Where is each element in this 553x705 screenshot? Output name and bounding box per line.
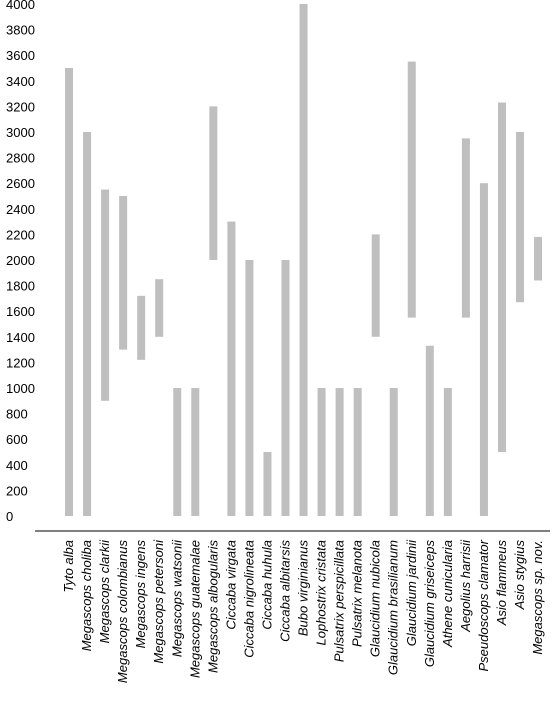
- x-tick-label: Megascops choliba: [79, 540, 94, 651]
- bar: [155, 279, 164, 337]
- y-tick-label: 1000: [6, 381, 35, 396]
- x-tick-label: Glaucidium nubicola: [368, 540, 383, 657]
- y-tick-label: 2200: [6, 227, 35, 242]
- x-tick-label: Pulsatrix melanota: [350, 540, 365, 647]
- bar: [497, 102, 506, 453]
- x-tick-label: Ciccaba nigrolineata: [241, 540, 256, 658]
- x-tick-label: Glaucidium brasilianum: [386, 540, 401, 675]
- y-tick-label: 3800: [6, 23, 35, 38]
- bar: [101, 189, 110, 401]
- bar: [137, 295, 146, 360]
- bar: [317, 388, 326, 517]
- bar: [191, 388, 200, 517]
- x-tick-label: Megascops guatemalae: [187, 540, 202, 678]
- bar: [209, 106, 218, 260]
- y-tick-label: 400: [6, 458, 28, 473]
- x-tick-label: Lophostrix cristata: [314, 540, 329, 646]
- y-tick-label: 4000: [6, 0, 35, 12]
- y-tick-label: 1200: [6, 355, 35, 370]
- bar: [534, 236, 543, 281]
- x-tick-label: Glaucidium jardinii: [404, 539, 419, 646]
- bar: [516, 131, 525, 303]
- bar: [371, 234, 380, 337]
- x-tick-label: Ciccaba huhula: [259, 540, 274, 630]
- y-tick-label: 200: [6, 483, 28, 498]
- x-tick-label: Pulsatrix perspicillata: [332, 540, 347, 662]
- y-tick-label: 1600: [6, 304, 35, 319]
- y-tick-label: 3000: [6, 125, 35, 140]
- y-tick-label: 1800: [6, 279, 35, 294]
- bar: [299, 3, 308, 517]
- bar: [443, 388, 452, 517]
- x-tick-label: Ciccaba virgata: [223, 540, 238, 630]
- bar: [479, 183, 488, 517]
- y-tick-label: 0: [6, 509, 13, 524]
- bar: [245, 259, 254, 517]
- x-tick-label: Megascops watsonii: [169, 539, 184, 657]
- x-tick-label: Megascops albogularis: [205, 540, 220, 673]
- y-tick-label: 2000: [6, 253, 35, 268]
- y-tick-label: 2600: [6, 176, 35, 191]
- bar: [263, 452, 272, 517]
- x-tick-label: Athene cunicularia: [440, 540, 455, 648]
- bar: [173, 388, 182, 517]
- bar: [353, 388, 362, 517]
- y-tick-label: 3600: [6, 48, 35, 63]
- bar: [227, 221, 236, 517]
- bar: [65, 67, 74, 517]
- x-tick-label: Bubo virginianus: [296, 540, 311, 637]
- bar: [407, 61, 416, 318]
- bar: [425, 345, 434, 517]
- x-tick-label: Megascops clarkii: [97, 539, 112, 643]
- x-tick-label: Megascops sp. nov.: [530, 540, 545, 655]
- x-tick-label: Asio flammeus: [494, 540, 509, 627]
- x-tick-label: Pseudoscops clamator: [476, 539, 491, 671]
- x-tick-label: Aegolius harrisii: [458, 539, 473, 633]
- bar: [119, 195, 128, 350]
- bar: [83, 131, 92, 517]
- y-tick-label: 1400: [6, 330, 35, 345]
- y-tick-label: 600: [6, 432, 28, 447]
- bar: [281, 259, 290, 517]
- y-tick-label: 800: [6, 407, 28, 422]
- x-tick-label: Glaucidium griseiceps: [422, 540, 437, 668]
- y-tick-label: 3400: [6, 74, 35, 89]
- x-tick-label: Megascops petersoni: [151, 539, 166, 664]
- x-tick-label: Megascops colombianus: [115, 540, 130, 684]
- y-tick-label: 3200: [6, 99, 35, 114]
- x-tick-label: Tyto alba: [61, 540, 76, 593]
- bar: [335, 388, 344, 517]
- bar: [461, 138, 470, 318]
- x-tick-label: Asio stygius: [512, 540, 527, 611]
- x-tick-label: Megascops ingens: [133, 540, 148, 649]
- bar: [389, 388, 398, 517]
- y-tick-label: 2800: [6, 151, 35, 166]
- x-tick-label: Ciccaba albitarsis: [278, 540, 293, 642]
- y-tick-label: 2400: [6, 202, 35, 217]
